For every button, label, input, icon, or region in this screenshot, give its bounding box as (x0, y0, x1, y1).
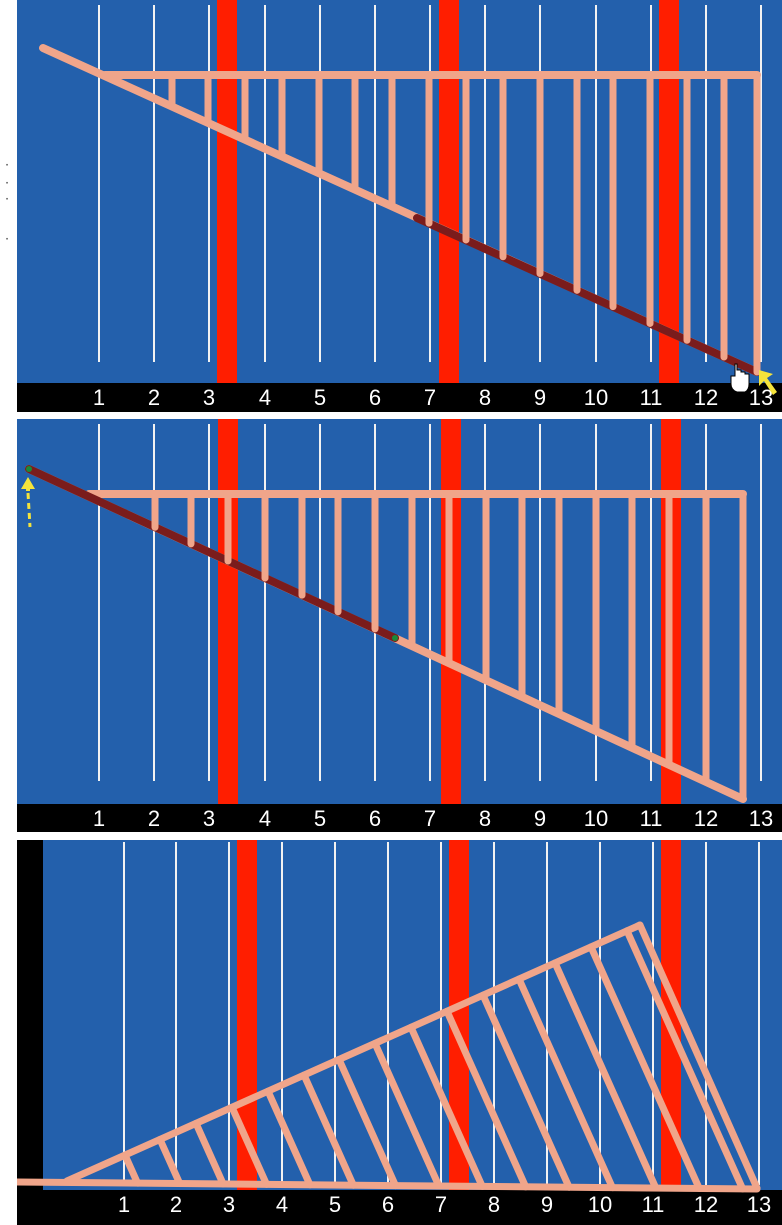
ruler-number: 13 (749, 385, 773, 410)
board-background (17, 0, 782, 383)
ruler-number: 6 (369, 385, 381, 410)
ruler-number: 10 (584, 806, 608, 831)
diagonal-web (192, 1119, 227, 1188)
ruler-number: 6 (369, 806, 381, 831)
ruler-number: 11 (640, 385, 663, 410)
diagonal-web (335, 1055, 400, 1190)
ruler-number: 12 (694, 1192, 718, 1217)
ruler-number: 10 (584, 385, 608, 410)
diagonal-web (623, 927, 747, 1193)
truss-panel-2: 1 2 3 4 5 6 7 8 9 10 11 12 13 (17, 419, 782, 832)
diagonal-web (587, 943, 703, 1192)
red-post (659, 0, 679, 383)
red-post (449, 840, 469, 1190)
truss-panel-1: 1 2 3 4 5 6 7 8 9 10 11 12 13 (17, 0, 782, 412)
ruler-number: 3 (223, 1192, 235, 1217)
margin-tick: · (5, 232, 9, 246)
diagonal-web (443, 1007, 530, 1191)
ruler-number: 12 (694, 806, 718, 831)
diagonal-web (479, 991, 573, 1191)
ruler-bar (17, 383, 782, 412)
ruler-number: 8 (479, 385, 491, 410)
diagonal-web (156, 1135, 184, 1188)
ruler-number: 9 (534, 806, 546, 831)
endpoint-marker (26, 466, 32, 472)
yellow-arrow-icon (759, 370, 777, 395)
ruler-number: 13 (747, 1192, 771, 1217)
ruler-number: 11 (642, 1192, 665, 1217)
hand-cursor-icon (730, 363, 750, 393)
ruler-number: 12 (694, 385, 718, 410)
diagonal-web (515, 975, 616, 1192)
end-member (636, 921, 761, 1192)
diagonal-web (121, 1151, 142, 1187)
ruler-bar (17, 1190, 782, 1225)
diagonal-web (228, 1103, 271, 1188)
ruler-number: 4 (259, 385, 271, 410)
ruler-number: 4 (259, 806, 271, 831)
red-post (217, 0, 237, 383)
ruler-number: 4 (276, 1192, 288, 1217)
ruler-number: 2 (148, 385, 160, 410)
ruler-number: 8 (488, 1192, 500, 1217)
ruler-number: 2 (170, 1192, 182, 1217)
ruler-number: 11 (640, 806, 663, 831)
diagonal-web (371, 1039, 443, 1190)
ruler-number: 8 (479, 806, 491, 831)
ruler-number: 7 (424, 385, 436, 410)
ruler-number: 1 (118, 1192, 130, 1217)
red-post (439, 0, 459, 383)
ruler-number: 2 (148, 806, 160, 831)
ruler-number: 3 (203, 385, 215, 410)
red-post (661, 840, 681, 1190)
bottom-chord-selected (413, 214, 761, 376)
diagonal-web (551, 959, 660, 1192)
red-post (218, 419, 238, 804)
diagonal-web (300, 1071, 357, 1189)
yellow-dashed-arrow-icon (21, 477, 35, 528)
ruler-bar (17, 804, 782, 832)
ruler-number: 5 (329, 1192, 341, 1217)
ruler-number: 5 (314, 806, 326, 831)
diagonal-web (407, 1023, 486, 1190)
ruler-number: 7 (435, 1192, 447, 1217)
bottom-chord-selected (25, 465, 399, 642)
margin-tick: · (5, 158, 9, 172)
ruler-number: 7 (424, 806, 436, 831)
ruler-number: 1 (93, 385, 105, 410)
board-background (17, 419, 782, 804)
ruler-number: 9 (541, 1192, 553, 1217)
ruler-number: 6 (382, 1192, 394, 1217)
ruler-number: 13 (749, 806, 773, 831)
diagonal-web (264, 1087, 314, 1189)
margin-tick: · (5, 192, 9, 206)
ruler-number: 3 (203, 806, 215, 831)
panel-svg: 1 2 3 4 5 6 7 8 9 10 11 12 13 (17, 419, 782, 832)
panel-svg: 1 2 3 4 5 6 7 8 9 10 11 12 13 (17, 0, 782, 412)
truss-panel-3: 1 2 3 4 5 6 7 8 9 10 11 12 13 (17, 840, 782, 1225)
endpoint-marker (392, 635, 398, 641)
margin-tick: · (5, 176, 9, 190)
panel-svg: 1 2 3 4 5 6 7 8 9 10 11 12 13 (17, 840, 782, 1225)
ruler-number: 10 (588, 1192, 612, 1217)
ruler-number: 5 (314, 385, 326, 410)
ruler-number: 9 (534, 385, 546, 410)
ruler-number: 1 (93, 806, 105, 831)
